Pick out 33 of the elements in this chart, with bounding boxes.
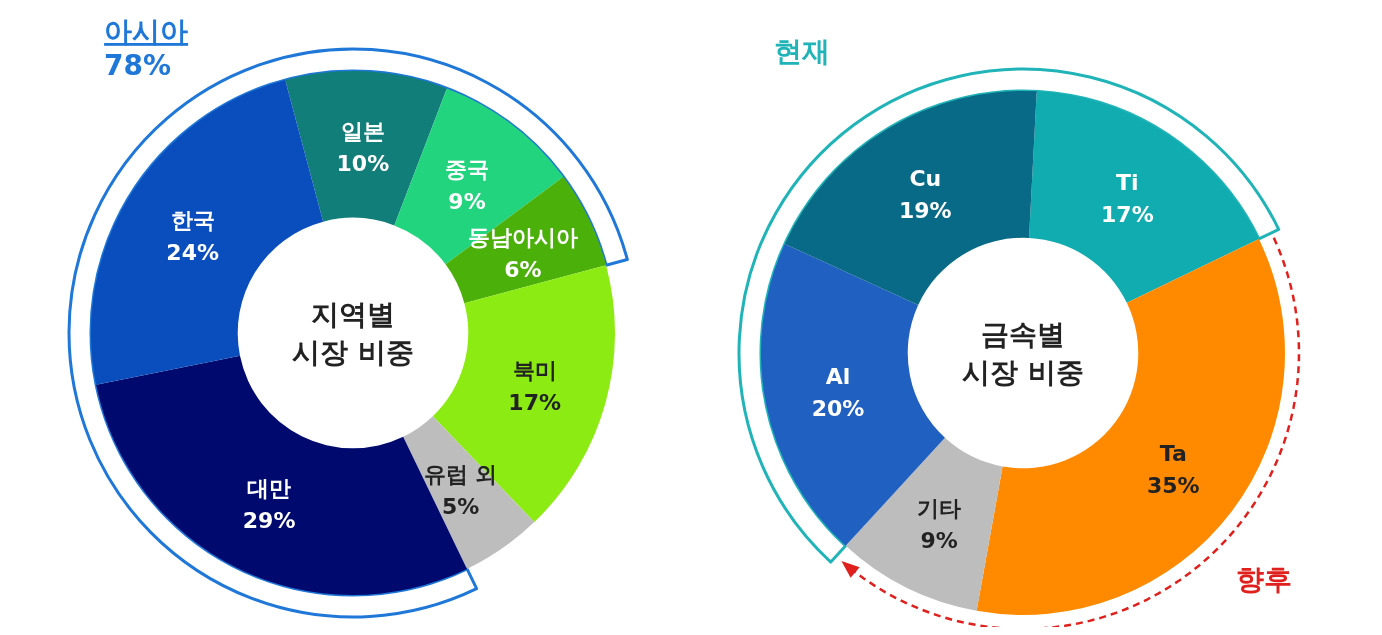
slice-label: Ti	[1116, 169, 1139, 195]
data-label: 5%	[441, 493, 480, 519]
text: 금속별 시장 비중	[962, 318, 1084, 389]
text: 현재	[774, 35, 831, 68]
slice-label: 중국	[445, 156, 490, 182]
data-label: 9%	[920, 527, 958, 553]
data-label: 17%	[508, 389, 562, 415]
data-label: 24%	[166, 239, 220, 265]
slice-label: 동남아시아	[467, 224, 578, 250]
data-label: 35%	[1146, 473, 1200, 499]
data-label: 20%	[811, 396, 865, 422]
data-label: 9%	[448, 188, 486, 214]
donut-slice	[784, 91, 1037, 306]
slice-label: Ta	[1159, 441, 1187, 467]
slice-label: 한국	[170, 207, 215, 233]
text: 향후	[1236, 562, 1293, 596]
data-label: 10%	[336, 150, 390, 176]
text: 지역별 시장 비중	[292, 298, 414, 369]
data-label: 6%	[504, 256, 542, 282]
slice-label: 일본	[340, 118, 385, 144]
slice-label: 북미	[512, 357, 557, 383]
slice-label: Cu	[909, 165, 942, 191]
slice-label: 기타	[917, 495, 962, 521]
donut-slice	[845, 437, 1003, 611]
data-label: 19%	[898, 197, 952, 223]
slice-label: 대만	[247, 475, 292, 501]
text: 아시아 78%	[104, 15, 189, 82]
data-label: 29%	[242, 507, 296, 533]
donut-slice	[285, 71, 447, 226]
slice-label: 유럽 외	[423, 461, 498, 487]
data-label: 17%	[1101, 201, 1154, 227]
slice-label: Al	[825, 364, 851, 390]
donut-slice	[1029, 91, 1259, 303]
